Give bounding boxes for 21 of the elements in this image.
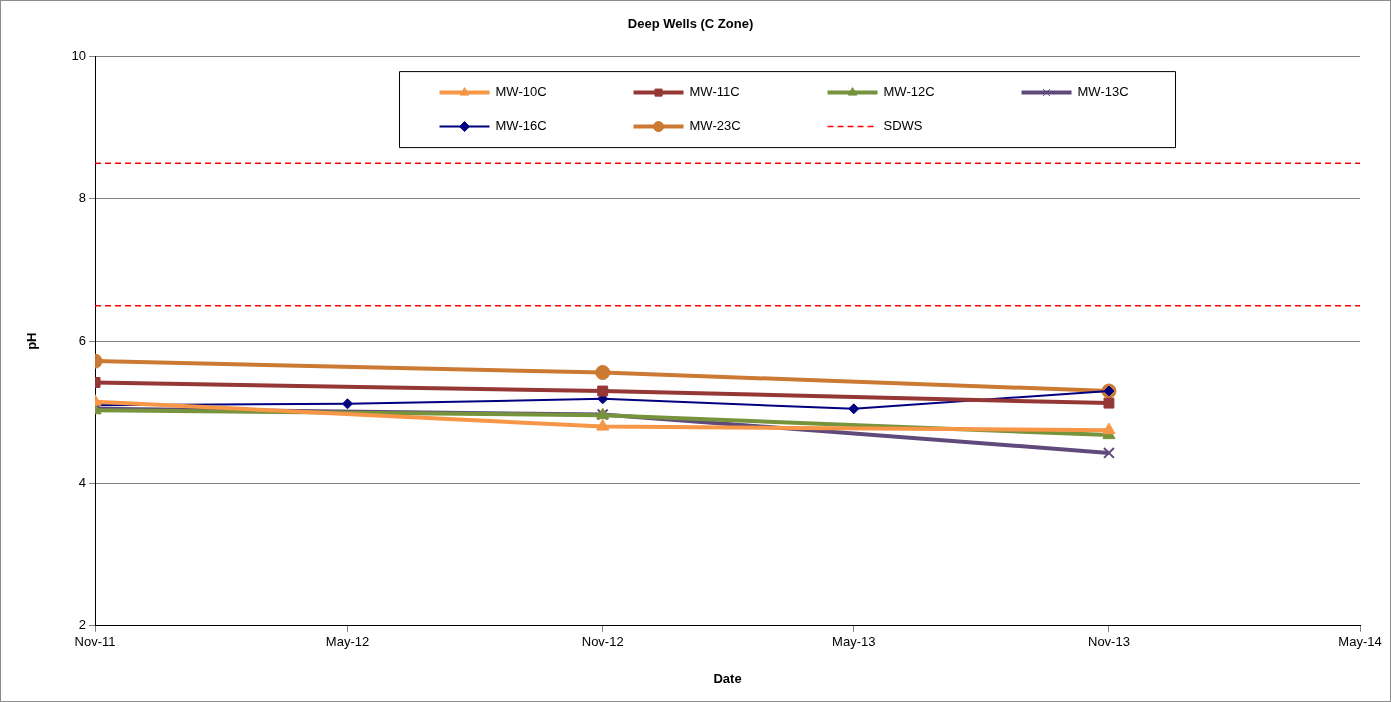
legend-label: MW-16C — [495, 118, 547, 134]
x-tick-label: Nov-13 — [1087, 634, 1130, 650]
legend-label: MW-23C — [689, 118, 741, 134]
y-tick-label: 10 — [71, 48, 87, 64]
legend-label: MW-13C — [1077, 84, 1129, 100]
y-tick-label: 8 — [78, 190, 87, 206]
x-axis-title: Date — [713, 670, 742, 686]
y-axis-title: pH — [24, 332, 40, 350]
x-tick-label: Nov-12 — [581, 634, 624, 650]
y-tick-label: 2 — [78, 617, 87, 633]
legend-label: MW-11C — [689, 84, 740, 100]
chart-title: Deep Wells (C Zone) — [627, 16, 754, 32]
y-tick-label: 4 — [78, 475, 87, 491]
x-tick-label: May-13 — [832, 634, 876, 650]
x-tick-label: Nov-11 — [74, 634, 116, 650]
x-tick-label: May-14 — [1338, 634, 1382, 650]
y-tick-label: 6 — [78, 332, 87, 348]
x-tick-label: May-12 — [325, 634, 370, 650]
legend-label: SDWS — [883, 118, 923, 134]
legend-label: MW-12C — [883, 84, 935, 100]
legend-label: MW-10C — [495, 84, 547, 100]
